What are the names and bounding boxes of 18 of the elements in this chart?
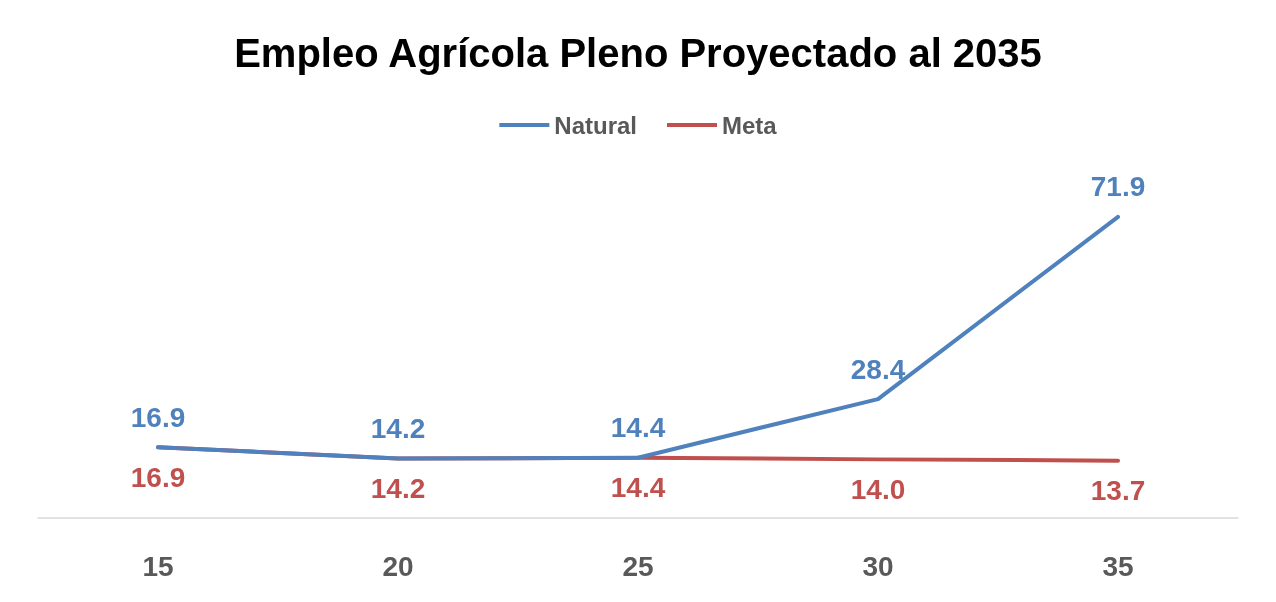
data-label: 14.4 bbox=[610, 412, 666, 444]
data-label: 13.7 bbox=[1090, 475, 1146, 507]
data-label: 71.9 bbox=[1090, 171, 1146, 203]
data-label: 14.2 bbox=[370, 413, 426, 445]
data-label: 14.4 bbox=[610, 472, 666, 504]
x-tick-label: 35 bbox=[1102, 550, 1134, 582]
legend-label: Natural bbox=[554, 111, 637, 139]
x-tick-label: 25 bbox=[622, 550, 654, 582]
data-label: 16.9 bbox=[130, 401, 186, 433]
data-label: 16.9 bbox=[130, 461, 186, 493]
legend-label: Meta bbox=[722, 111, 778, 139]
data-label: 14.0 bbox=[850, 473, 906, 505]
x-tick-label: 15 bbox=[142, 550, 174, 582]
data-label: 14.2 bbox=[370, 473, 426, 505]
chart-title: Empleo Agrícola Pleno Proyectado al 2035 bbox=[234, 31, 1042, 75]
x-tick-label: 30 bbox=[862, 550, 894, 582]
x-tick-label: 20 bbox=[382, 550, 414, 582]
data-label: 28.4 bbox=[850, 353, 906, 385]
